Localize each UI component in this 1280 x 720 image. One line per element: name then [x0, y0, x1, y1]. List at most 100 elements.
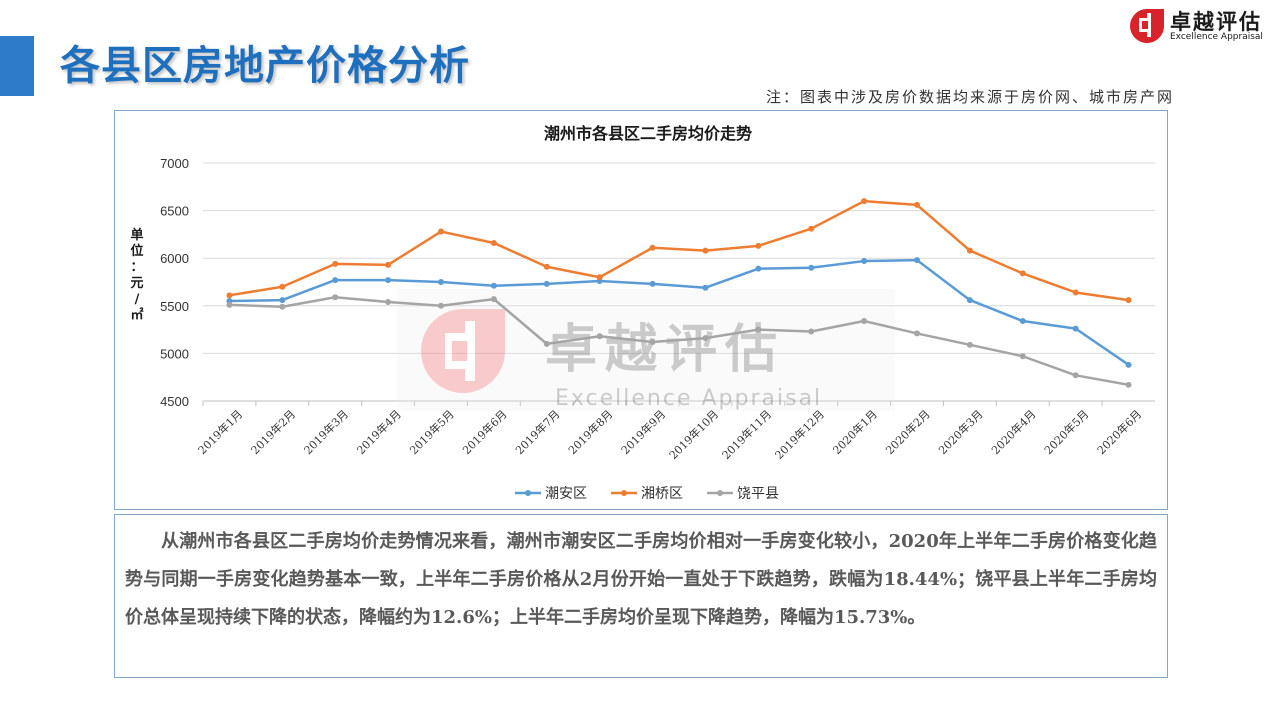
- data-point: [966, 341, 973, 348]
- data-point: [1072, 289, 1079, 296]
- data-point: [596, 333, 603, 340]
- data-point: [914, 330, 920, 337]
- data-point: [596, 274, 603, 281]
- series-潮安区: [226, 257, 1132, 368]
- logo-mark-icon: [1130, 9, 1164, 43]
- y-tick-label: 7000: [160, 156, 189, 171]
- data-point: [332, 277, 339, 284]
- x-tick-label: 2019年7月: [512, 407, 562, 457]
- x-tick-label: 2019年2月: [248, 407, 298, 457]
- data-point: [861, 318, 868, 325]
- watermark-english-text: Excellence Appraisal: [555, 386, 822, 411]
- x-tick-label: 2019年6月: [459, 407, 509, 457]
- watermark: 卓越评估 Excellence Appraisal: [397, 289, 895, 411]
- y-axis-label-char: 位: [130, 243, 143, 259]
- x-tick-label: 2020年5月: [1041, 407, 1091, 457]
- data-point: [1019, 318, 1026, 325]
- legend-item: 湘桥区: [611, 486, 683, 502]
- data-point: [1125, 361, 1132, 368]
- data-source-note: 注：图表中涉及房价数据均来源于房价网、城市房产网: [765, 88, 1174, 106]
- page-title: 各县区房地产价格分析: [60, 43, 470, 89]
- data-point: [861, 198, 868, 205]
- data-point: [279, 303, 286, 310]
- logo-english-text: Excellence Appraisal: [1170, 32, 1263, 42]
- data-point: [279, 297, 286, 304]
- x-tick-label: 2019年12月: [772, 407, 827, 462]
- data-point: [490, 296, 497, 303]
- data-point: [808, 264, 815, 271]
- data-point: [543, 280, 550, 287]
- data-point: [702, 284, 709, 291]
- x-tick-label: 2020年1月: [830, 407, 880, 457]
- data-point: [385, 277, 392, 284]
- legend-marker: [525, 490, 531, 496]
- chart-legend: 潮安区 湘桥区 饶平县: [515, 486, 779, 502]
- series-lines: [226, 198, 1132, 388]
- data-point: [649, 244, 656, 251]
- data-point: [755, 242, 762, 249]
- data-point: [1072, 325, 1079, 332]
- data-point: [438, 302, 444, 309]
- data-point: [332, 294, 339, 301]
- data-point: [226, 292, 233, 299]
- x-tick-label: 2019年10月: [666, 407, 721, 462]
- x-tick-label: 2020年2月: [883, 407, 933, 457]
- y-tick-label: 4500: [160, 394, 189, 409]
- watermark-logo-icon: [421, 309, 505, 393]
- data-point: [702, 247, 709, 254]
- data-point: [914, 257, 920, 264]
- y-tick-label: 6000: [160, 251, 189, 266]
- data-point: [649, 280, 656, 287]
- data-point: [702, 335, 709, 342]
- y-axis-label: 单位：元/㎡: [130, 227, 143, 323]
- data-point: [966, 297, 973, 304]
- x-tick-label: 2020年3月: [935, 407, 985, 457]
- legend-marker: [717, 490, 723, 496]
- y-axis-label-char: /: [135, 292, 140, 307]
- data-point: [1125, 297, 1132, 304]
- y-tick-label: 5500: [160, 299, 189, 314]
- series-line: [229, 258, 1130, 366]
- summary-text: 从潮州市各县区二手房均价走势情况来看，潮州市潮安区二手房均价相对一手房变化较小，…: [125, 531, 1157, 628]
- data-point: [1072, 372, 1079, 379]
- legend-label: 饶平县: [737, 486, 779, 502]
- y-axis-label-char: 单: [130, 227, 143, 243]
- y-tick-label: 5000: [160, 346, 189, 361]
- x-tick-label: 2019年11月: [719, 407, 774, 462]
- y-axis-ticks: 4500 5000 5500 6000 6500 7000: [160, 156, 189, 409]
- data-point: [649, 338, 656, 345]
- chart-panel: 潮州市各县区二手房均价走势 4500 5000 5500 6000 6500 7000 2…: [114, 110, 1168, 510]
- y-axis-label-char: 元: [130, 276, 143, 291]
- data-point: [438, 279, 444, 285]
- data-point: [279, 283, 286, 290]
- legend-marker: [621, 490, 627, 496]
- series-line: [229, 295, 1129, 387]
- legend-label: 湘桥区: [641, 486, 683, 502]
- data-point: [332, 260, 339, 267]
- data-point: [755, 326, 762, 333]
- series-湘桥区: [226, 198, 1132, 304]
- data-point: [861, 258, 868, 265]
- x-tick-label: 2019年3月: [301, 407, 351, 457]
- data-point: [1019, 270, 1026, 277]
- company-logo: 卓越评估 Excellence Appraisal: [1128, 6, 1273, 46]
- x-tick-label: 2020年4月: [988, 407, 1038, 457]
- data-point: [385, 261, 392, 268]
- data-point: [755, 265, 762, 272]
- x-tick-label: 2019年5月: [407, 407, 457, 457]
- legend-item: 饶平县: [707, 486, 779, 502]
- y-tick-label: 6500: [160, 204, 189, 219]
- title-accent-bar: [0, 36, 34, 96]
- x-tick-label: 2019年4月: [354, 407, 404, 457]
- data-point: [226, 301, 233, 308]
- series-line: [229, 199, 1129, 302]
- data-point: [543, 340, 550, 347]
- data-point: [914, 201, 920, 208]
- data-point: [438, 228, 444, 235]
- data-point: [1019, 353, 1026, 360]
- data-point: [490, 282, 497, 289]
- y-axis-label-char: ㎡: [130, 307, 143, 323]
- data-point: [543, 263, 550, 270]
- x-tick-label: 2020年6月: [1094, 407, 1144, 457]
- x-tick-label: 2019年9月: [618, 407, 668, 457]
